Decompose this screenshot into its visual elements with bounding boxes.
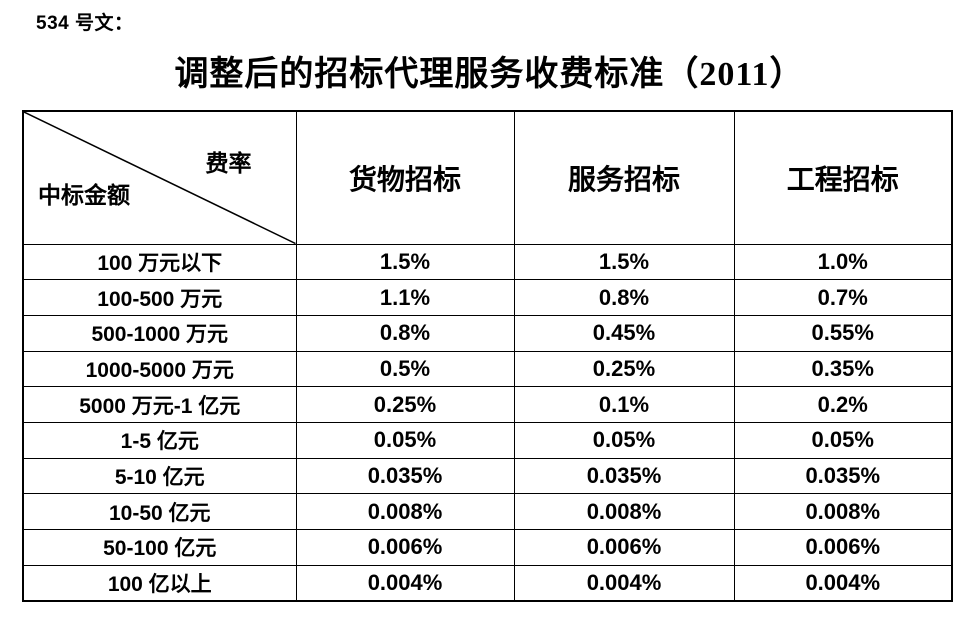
- rate-value: 0.25%: [513, 350, 735, 388]
- rate-value: 0.05%: [513, 421, 735, 459]
- table-row: 50-100 亿元 0.006% 0.006% 0.006%: [22, 529, 953, 566]
- rate-value: 0.004%: [733, 564, 953, 602]
- rate-value: 0.8%: [295, 314, 515, 352]
- table-row: 1-5 亿元 0.05% 0.05% 0.05%: [22, 421, 953, 459]
- amount-range-label: 10-50 亿元: [22, 493, 297, 530]
- amount-range-label: 100 万元以下: [22, 243, 297, 281]
- rate-value: 0.008%: [513, 493, 735, 530]
- rate-value: 0.004%: [513, 564, 735, 602]
- amount-range-label: 500-1000 万元: [22, 314, 297, 352]
- column-header-service-bidding: 服务招标: [513, 110, 735, 245]
- rate-value: 0.004%: [295, 564, 515, 602]
- rate-value: 0.035%: [295, 457, 515, 495]
- table-row: 5-10 亿元 0.035% 0.035% 0.035%: [22, 457, 953, 495]
- rate-value: 1.5%: [295, 243, 515, 281]
- rate-value: 0.035%: [513, 457, 735, 495]
- page-title: 调整后的招标代理服务收费标准（2011）: [174, 56, 805, 93]
- fee-rate-table: 费率 中标金额 货物招标 服务招标 工程招标 100 万元以下 1.5% 1.5% 1…: [22, 110, 953, 602]
- rate-value: 0.006%: [733, 529, 953, 566]
- table-row: 500-1000 万元 0.8% 0.45% 0.55%: [22, 314, 953, 352]
- amount-range-label: 100 亿以上: [22, 564, 297, 602]
- table-row: 100-500 万元 1.1% 0.8% 0.7%: [22, 279, 953, 316]
- table-row: 100 亿以上 0.004% 0.004% 0.004%: [22, 564, 953, 602]
- rate-value: 0.035%: [733, 457, 953, 495]
- table-row: 5000 万元-1 亿元 0.25% 0.1% 0.2%: [22, 386, 953, 423]
- amount-range-label: 1-5 亿元: [22, 421, 297, 459]
- corner-header-cell: 费率 中标金额: [22, 110, 297, 245]
- rate-value: 0.35%: [733, 350, 953, 388]
- corner-label-bid-amount: 中标金额: [38, 182, 130, 208]
- rate-value: 0.006%: [513, 529, 735, 566]
- rate-value: 0.8%: [513, 279, 735, 316]
- table-row: 1000-5000 万元 0.5% 0.25% 0.35%: [22, 350, 953, 388]
- rate-value: 0.008%: [733, 493, 953, 530]
- corner-label-rate: 费率: [205, 151, 252, 176]
- rate-value: 1.1%: [295, 279, 515, 316]
- rate-value: 0.5%: [295, 350, 515, 388]
- column-header-goods-bidding: 货物招标: [295, 110, 515, 245]
- amount-range-label: 100-500 万元: [22, 279, 297, 316]
- rate-value: 0.05%: [733, 421, 953, 459]
- rate-value: 0.7%: [733, 279, 953, 316]
- header-row: 费率 中标金额 货物招标 服务招标 工程招标: [22, 110, 953, 245]
- rate-value: 0.1%: [513, 386, 735, 423]
- rate-value: 0.25%: [295, 386, 515, 423]
- amount-range-label: 5-10 亿元: [22, 457, 297, 495]
- diagonal-divider-line: [24, 112, 296, 244]
- fee-table-body: 100 万元以下 1.5% 1.5% 1.0% 100-500 万元 1.1% 0.8% 0.…: [22, 243, 953, 602]
- table-row: 100 万元以下 1.5% 1.5% 1.0%: [22, 243, 953, 281]
- column-header-engineering-bidding: 工程招标: [733, 110, 953, 245]
- amount-range-label: 1000-5000 万元: [22, 350, 297, 388]
- rate-value: 0.008%: [295, 493, 515, 530]
- rate-value: 0.55%: [733, 314, 953, 352]
- table-row: 10-50 亿元 0.008% 0.008% 0.008%: [22, 493, 953, 530]
- doc-number-label: 534 号文：: [36, 13, 134, 34]
- amount-range-label: 50-100 亿元: [22, 529, 297, 566]
- rate-value: 0.006%: [295, 529, 515, 566]
- rate-value: 0.45%: [513, 314, 735, 352]
- rate-value: 0.05%: [295, 421, 515, 459]
- amount-range-label: 5000 万元-1 亿元: [22, 386, 297, 423]
- rate-value: 0.2%: [733, 386, 953, 423]
- rate-value: 1.0%: [733, 243, 953, 281]
- rate-value: 1.5%: [513, 243, 735, 281]
